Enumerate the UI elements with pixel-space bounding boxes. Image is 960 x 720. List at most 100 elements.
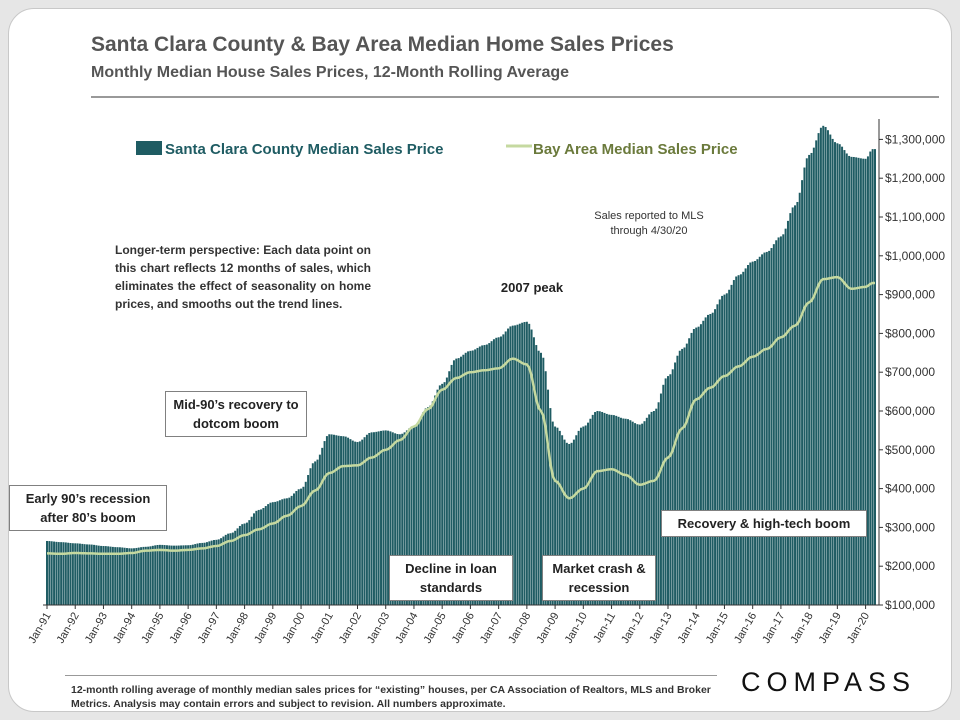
y-axis-ticks: $100,000 $200,000 $300,000 $400,000 $500,000… bbox=[879, 132, 945, 612]
bar bbox=[57, 542, 60, 605]
bar bbox=[347, 437, 350, 605]
bar bbox=[535, 345, 538, 605]
bar bbox=[789, 213, 792, 605]
bar bbox=[241, 524, 244, 605]
bar bbox=[125, 548, 128, 605]
bar bbox=[436, 389, 439, 605]
bar bbox=[841, 146, 844, 605]
bar bbox=[634, 423, 637, 606]
bar bbox=[434, 395, 437, 605]
bar bbox=[201, 542, 204, 605]
bar bbox=[619, 417, 622, 605]
bar bbox=[356, 442, 359, 605]
bar bbox=[815, 140, 818, 605]
bar bbox=[53, 541, 56, 605]
bar bbox=[156, 544, 159, 605]
bar bbox=[537, 350, 540, 605]
bar bbox=[627, 419, 629, 605]
mls-note: Sales reported to MLS through 4/30/20 bbox=[594, 210, 704, 237]
bar bbox=[467, 351, 470, 605]
bar bbox=[798, 192, 801, 605]
bar bbox=[48, 541, 51, 605]
bar bbox=[504, 331, 507, 605]
bar bbox=[568, 443, 571, 605]
bar bbox=[866, 156, 869, 605]
bar bbox=[337, 435, 340, 605]
bar bbox=[784, 228, 787, 605]
bar bbox=[735, 276, 738, 605]
bar bbox=[417, 421, 420, 605]
bar bbox=[756, 259, 759, 605]
bar bbox=[380, 430, 383, 605]
bar bbox=[245, 522, 248, 605]
bar bbox=[528, 323, 531, 605]
bar bbox=[248, 520, 251, 606]
bar bbox=[794, 205, 797, 606]
legend: Santa Clara County Median Sales Price Ba… bbox=[136, 141, 738, 158]
bar bbox=[394, 433, 397, 605]
bar bbox=[335, 435, 338, 605]
x-tick-label: Jan-09 bbox=[534, 611, 561, 646]
bar bbox=[859, 158, 862, 605]
bar bbox=[342, 436, 345, 605]
bar bbox=[500, 336, 502, 605]
bar bbox=[523, 322, 526, 605]
bar bbox=[810, 152, 813, 605]
y-tick-label: $500,000 bbox=[885, 443, 935, 457]
bar bbox=[377, 431, 380, 605]
y-tick-label: $1,000,000 bbox=[885, 249, 945, 263]
bar bbox=[387, 430, 390, 605]
bar bbox=[316, 459, 319, 605]
bar bbox=[598, 411, 601, 605]
bar bbox=[102, 546, 105, 605]
bar bbox=[805, 158, 808, 606]
x-tick-label: Jan-12 bbox=[619, 611, 646, 646]
bar bbox=[819, 127, 822, 606]
bar bbox=[452, 360, 455, 605]
bar bbox=[438, 385, 441, 605]
bar bbox=[253, 513, 255, 605]
bar bbox=[558, 430, 561, 605]
bar bbox=[516, 324, 519, 605]
bar bbox=[674, 362, 677, 605]
bar bbox=[714, 309, 717, 605]
bar bbox=[257, 509, 260, 605]
callout-recovery: Recovery & high-tech boom bbox=[661, 510, 867, 537]
bar bbox=[786, 220, 789, 605]
bar bbox=[300, 488, 303, 605]
bar bbox=[685, 343, 688, 605]
x-tick-label: Jan-08 bbox=[506, 611, 533, 646]
bar bbox=[121, 547, 124, 605]
bar bbox=[158, 544, 161, 605]
bar bbox=[808, 154, 811, 606]
bar bbox=[318, 454, 321, 605]
bar bbox=[749, 262, 752, 605]
bar bbox=[556, 427, 559, 605]
bar bbox=[170, 545, 173, 605]
bar bbox=[838, 144, 841, 605]
bar bbox=[140, 547, 143, 605]
bar bbox=[130, 548, 133, 605]
bar bbox=[354, 441, 357, 605]
bar bbox=[563, 439, 566, 605]
bar bbox=[502, 334, 505, 605]
bar bbox=[521, 322, 524, 605]
bar bbox=[864, 158, 867, 606]
bar bbox=[697, 326, 700, 605]
bar bbox=[826, 130, 829, 605]
bar bbox=[422, 411, 425, 605]
bar bbox=[332, 434, 335, 605]
bar bbox=[365, 434, 368, 605]
y-tick-label: $100,000 bbox=[885, 598, 935, 612]
bar bbox=[445, 377, 448, 605]
bar bbox=[441, 383, 444, 605]
bar bbox=[184, 545, 187, 605]
bar bbox=[730, 284, 733, 605]
bar bbox=[74, 543, 77, 605]
bar bbox=[330, 434, 333, 605]
bar bbox=[415, 425, 418, 605]
bar bbox=[205, 542, 208, 605]
bar bbox=[657, 402, 660, 605]
bar bbox=[554, 426, 557, 605]
bar bbox=[231, 532, 234, 605]
